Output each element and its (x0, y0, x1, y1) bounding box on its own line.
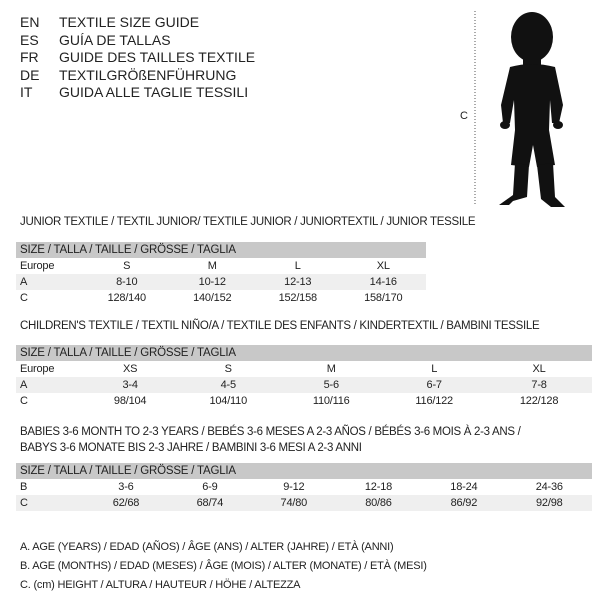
junior-size-table: SIZE / TALLA / TAILLE / GRÖSSE / TAGLIA E… (16, 242, 426, 306)
table-cell: 74/80 (251, 495, 336, 511)
row-label: A (16, 377, 84, 393)
title-line: IT GUIDA ALLE TAGLIE TESSILI (20, 84, 255, 102)
babies-title-line1: BABIES 3-6 MONTH TO 2-3 YEARS / BEBÉS 3-… (20, 426, 521, 438)
babies-title-line2: BABYS 3-6 MONATE BIS 2-3 JAHRE / BAMBINI… (20, 442, 362, 454)
table-row: A 8-10 10-12 12-13 14-16 (16, 274, 426, 290)
table-cell: XS (123, 363, 138, 375)
table-row: A 3-4 4-5 5-6 6-7 7-8 (16, 377, 592, 393)
table-cell: 92/98 (506, 495, 592, 511)
row-label: C (20, 292, 28, 304)
title-text: GUIDA ALLE TAGLIE TESSILI (59, 84, 249, 100)
child-silhouette-figure: C (455, 5, 600, 210)
table-cell: XL (376, 260, 390, 272)
title-text: TEXTILE SIZE GUIDE (59, 14, 200, 30)
table-cell: 80/86 (335, 495, 422, 511)
height-label: C (460, 110, 468, 122)
title-block: EN TEXTILE SIZE GUIDE ES GUÍA DE TALLAS FR GU… (20, 14, 255, 102)
title-line: ES GUÍA DE TALLAS (20, 32, 255, 50)
table-cell: 62/68 (84, 495, 168, 511)
table-cell: 8-10 (84, 274, 170, 290)
table-cell: 6-9 (202, 481, 218, 493)
row-label: C (16, 495, 84, 511)
table-cell: 116/122 (415, 395, 453, 407)
table-cell: 5-6 (280, 377, 383, 393)
title-line: FR GUIDE DES TAILLES TEXTILE (20, 49, 255, 67)
table-cell: 24-36 (535, 481, 563, 493)
language-code: DE (20, 66, 40, 83)
table-cell: 14-16 (340, 274, 426, 290)
table-row: Europe XS S M L XL (16, 361, 592, 377)
row-label: B (20, 481, 28, 493)
table-cell: 6-7 (382, 377, 487, 393)
table-cell: 9-12 (283, 481, 305, 493)
table-cell: 104/110 (209, 395, 247, 407)
children-size-table: SIZE / TALLA / TAILLE / GRÖSSE / TAGLIA E… (16, 345, 592, 409)
legend-c: C. (cm) HEIGHT / ALTURA / HAUTEUR / HÖHE… (20, 579, 301, 591)
children-title: CHILDREN'S TEXTILE / TEXTIL NIÑO/A / TEX… (20, 320, 540, 332)
size-header: SIZE / TALLA / TAILLE / GRÖSSE / TAGLIA (16, 463, 592, 479)
language-code: EN (20, 14, 40, 30)
size-header: SIZE / TALLA / TAILLE / GRÖSSE / TAGLIA (16, 242, 426, 258)
table-cell: 3-6 (118, 481, 134, 493)
table-cell: 68/74 (167, 495, 252, 511)
table-cell: 140/152 (193, 292, 232, 304)
table-cell: 110/116 (312, 395, 350, 407)
table-cell: 158/170 (364, 292, 403, 304)
table-cell: 4-5 (176, 377, 281, 393)
language-code: ES (20, 31, 39, 48)
table-cell: 7-8 (486, 377, 592, 393)
title-text: TEXTILGRÖßENFÜHRUNG (59, 66, 237, 83)
table-cell: 3-4 (84, 377, 177, 393)
title-line: EN TEXTILE SIZE GUIDE (20, 14, 255, 32)
size-header: SIZE / TALLA / TAILLE / GRÖSSE / TAGLIA (16, 345, 592, 361)
table-row: B 3-6 6-9 9-12 12-18 18-24 24-36 (16, 479, 592, 495)
table-cell: M (326, 363, 336, 375)
table-cell: 18-24 (450, 481, 478, 493)
table-cell: 98/104 (113, 395, 147, 407)
table-cell: 128/140 (107, 292, 147, 304)
legend: A. AGE (YEARS) / EDAD (AÑOS) / ÂGE (ANS)… (20, 538, 427, 595)
table-cell: 152/158 (278, 292, 318, 304)
table-cell: 12-18 (364, 481, 393, 493)
table-cell: M (207, 260, 217, 272)
table-row: C 128/140 140/152 152/158 158/170 (16, 290, 426, 306)
table-row: C 98/104 104/110 110/116 116/122 122/128 (16, 393, 592, 409)
child-silhouette-icon: C (460, 11, 565, 207)
junior-title: JUNIOR TEXTILE / TEXTIL JUNIOR/ TEXTILE … (20, 216, 476, 228)
language-code: IT (20, 84, 33, 100)
table-cell: S (123, 260, 131, 272)
babies-size-table: SIZE / TALLA / TAILLE / GRÖSSE / TAGLIA B… (16, 463, 592, 511)
legend-a: A. AGE (YEARS) / EDAD (AÑOS) / ÂGE (ANS)… (20, 541, 394, 553)
row-label: A (16, 274, 84, 290)
title-line: DE TEXTILGRÖßENFÜHRUNG (20, 67, 255, 85)
table-cell: 10-12 (169, 274, 255, 290)
row-label: Europe (20, 260, 55, 272)
table-row: Europe S M L XL (16, 258, 426, 274)
table-cell: S (224, 363, 232, 375)
row-label: C (20, 395, 28, 407)
table-cell: L (294, 260, 301, 272)
table-cell: 86/92 (421, 495, 507, 511)
title-text: GUÍA DE TALLAS (59, 31, 171, 48)
table-cell: 122/128 (519, 395, 559, 407)
legend-b: B. AGE (MONTHS) / EDAD (MESES) / ÂGE (MO… (20, 560, 427, 572)
table-cell: 12-13 (255, 274, 341, 290)
table-cell: XL (532, 363, 546, 375)
table-row: C 62/68 68/74 74/80 80/86 86/92 92/98 (16, 495, 592, 511)
row-label: Europe (20, 363, 55, 375)
language-code: FR (20, 49, 39, 65)
title-text: GUIDE DES TAILLES TEXTILE (59, 49, 256, 65)
table-cell: L (431, 363, 438, 375)
